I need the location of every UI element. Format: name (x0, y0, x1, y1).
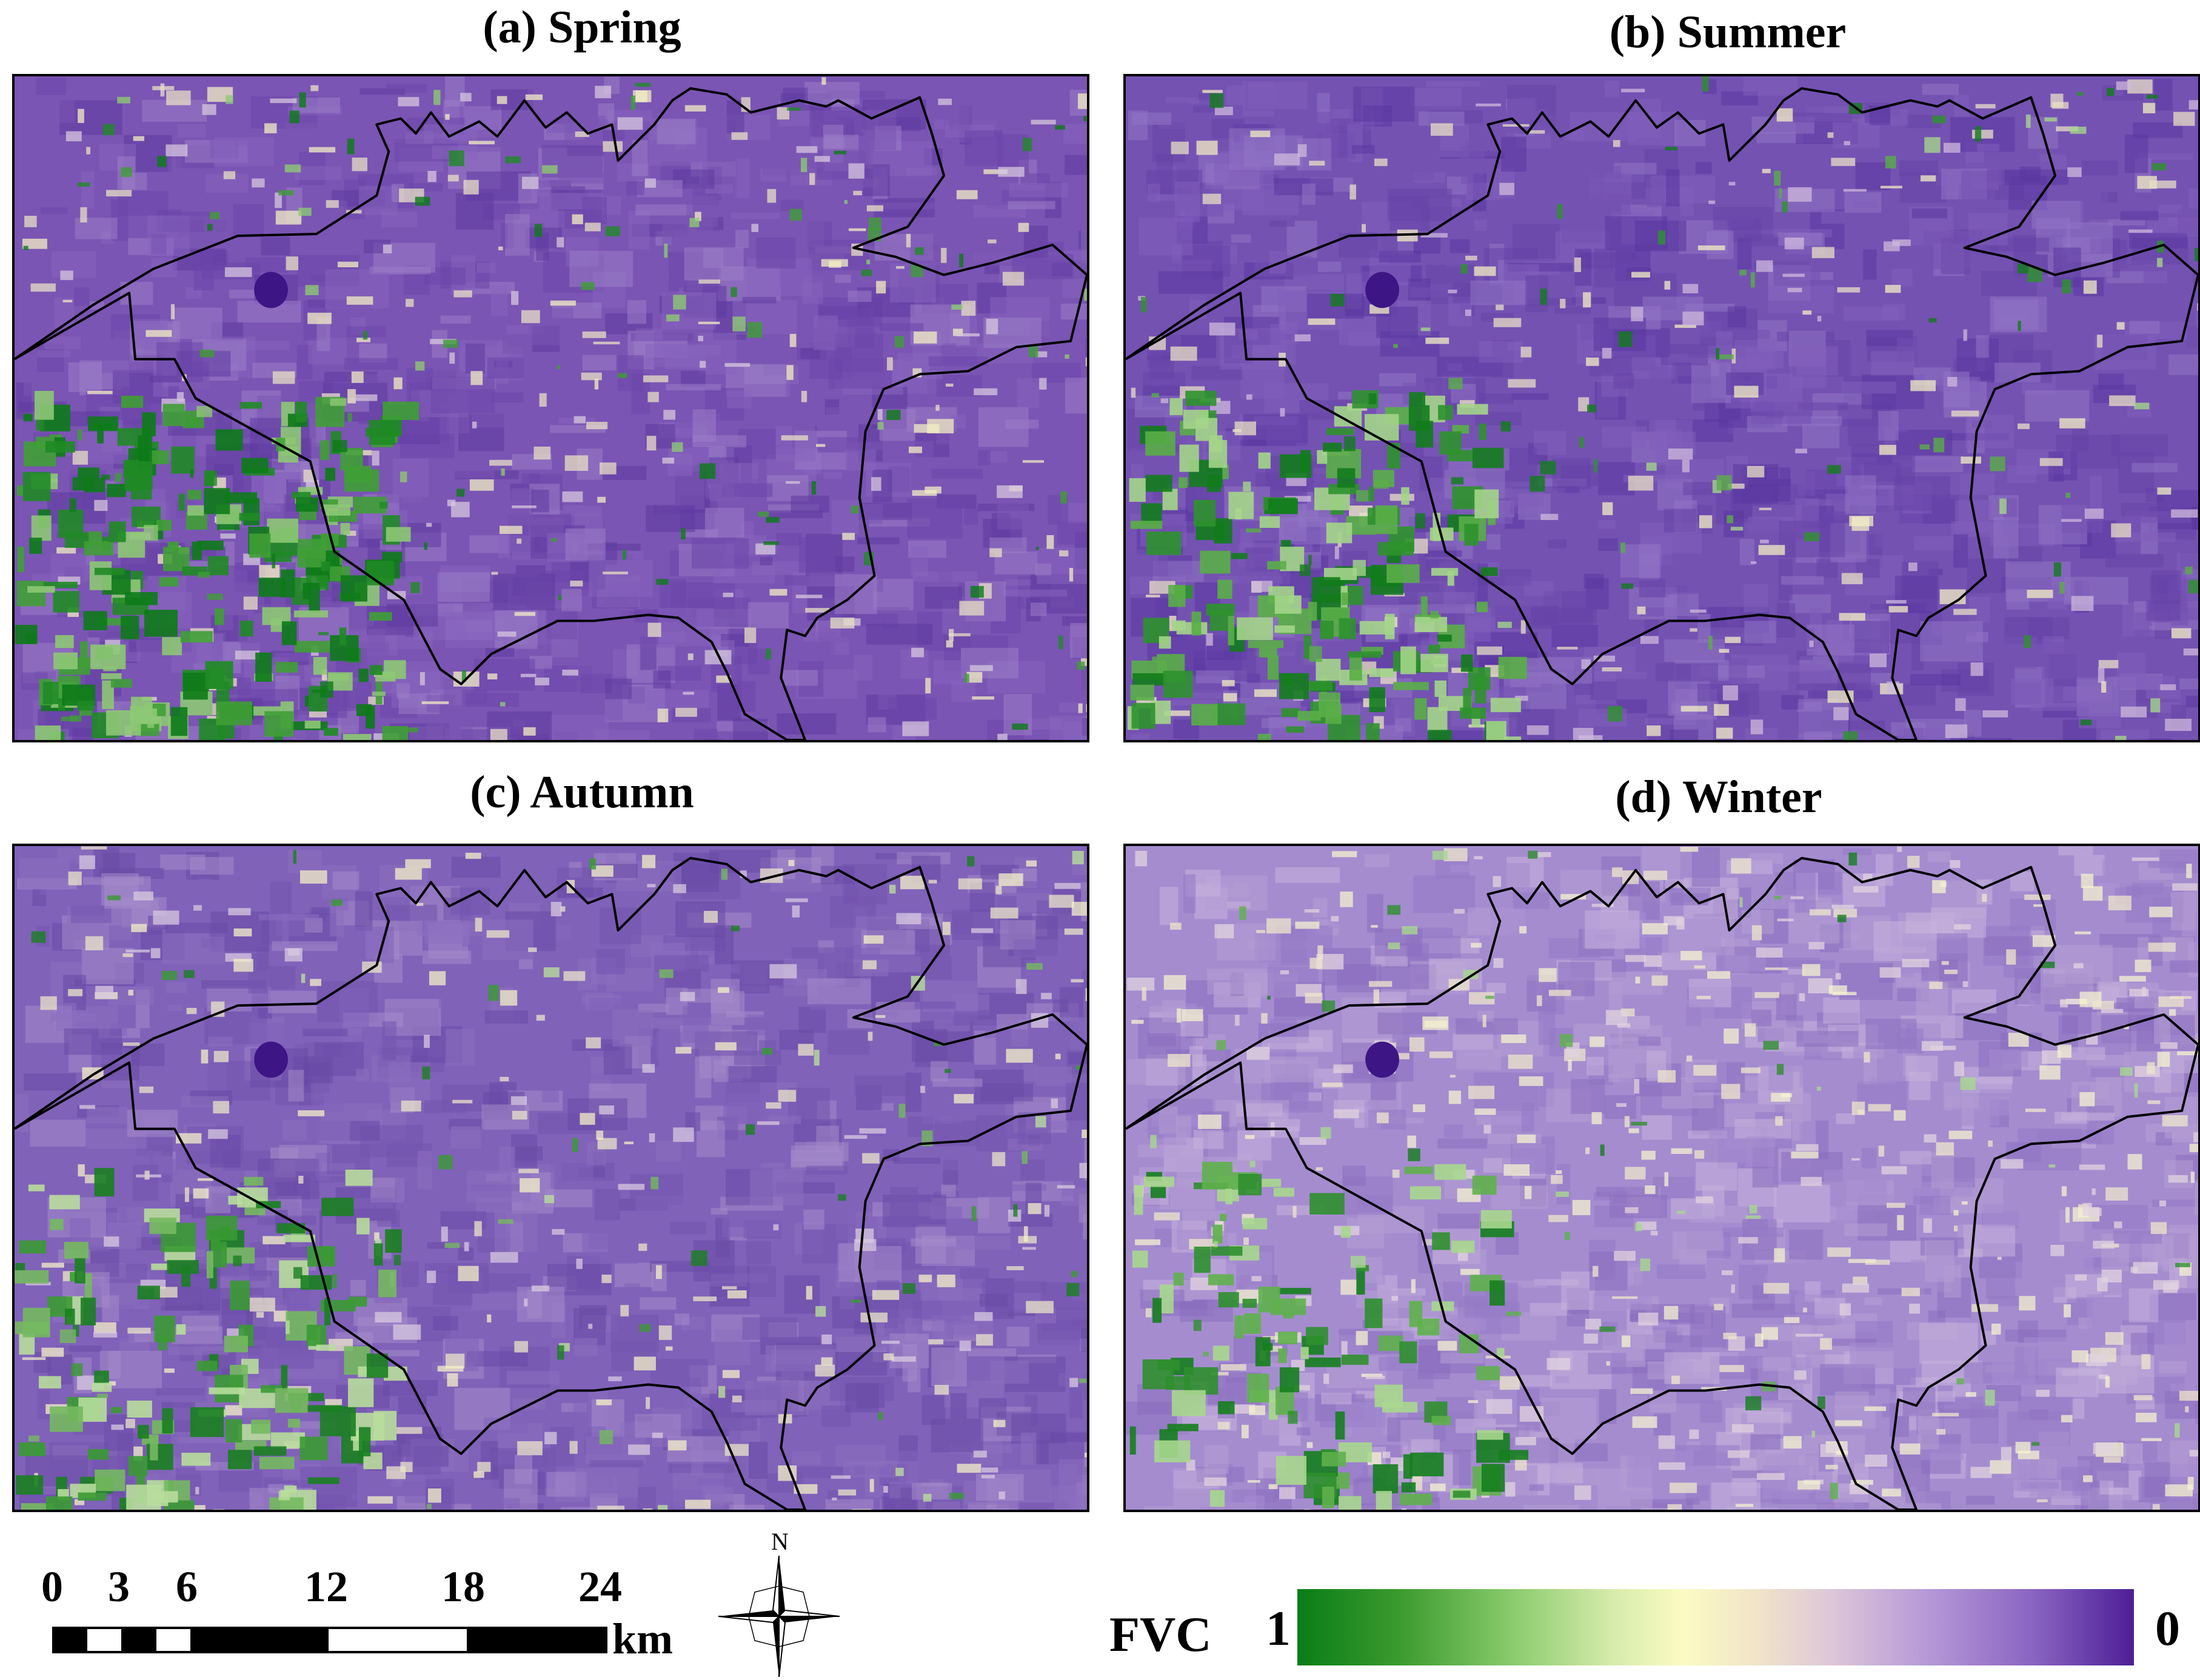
fvc-map-autumn (15, 846, 1087, 1510)
north-arrow: N (715, 1527, 843, 1679)
legend-min-label: 0 (2155, 1601, 2180, 1656)
legend-title: FVC (1109, 1607, 1212, 1662)
panel-title-autumn: (c) Autumn (279, 765, 885, 819)
panel-title-summer: (b) Summer (1425, 5, 2031, 59)
scale-tick-label: 24 (578, 1562, 622, 1611)
map-panel-autumn (12, 844, 1089, 1512)
map-panel-winter (1123, 844, 2200, 1512)
scale-unit: km (612, 1615, 673, 1663)
north-label: N (771, 1527, 789, 1556)
scale-tick-label: 18 (441, 1562, 485, 1611)
map-panel-summer (1123, 74, 2200, 742)
scale-tick-label: 3 (108, 1562, 130, 1611)
map-panel-spring (12, 74, 1089, 742)
scale-bar-graphic (52, 1627, 610, 1655)
fvc-map-summer (1126, 76, 2198, 740)
fvc-map-spring (15, 76, 1087, 740)
fvc-colorbar (1297, 1589, 2134, 1665)
legend-max-label: 1 (1266, 1601, 1291, 1656)
panel-title-spring: (a) Spring (279, 0, 885, 55)
scale-tick-label: 6 (176, 1562, 198, 1611)
fvc-map-winter (1126, 846, 2198, 1510)
north-arrow-icon (715, 1553, 843, 1680)
panel-title-winter: (d) Winter (1416, 770, 2022, 824)
scale-tick-label: 12 (304, 1562, 348, 1611)
scale-tick-label: 0 (41, 1562, 63, 1611)
